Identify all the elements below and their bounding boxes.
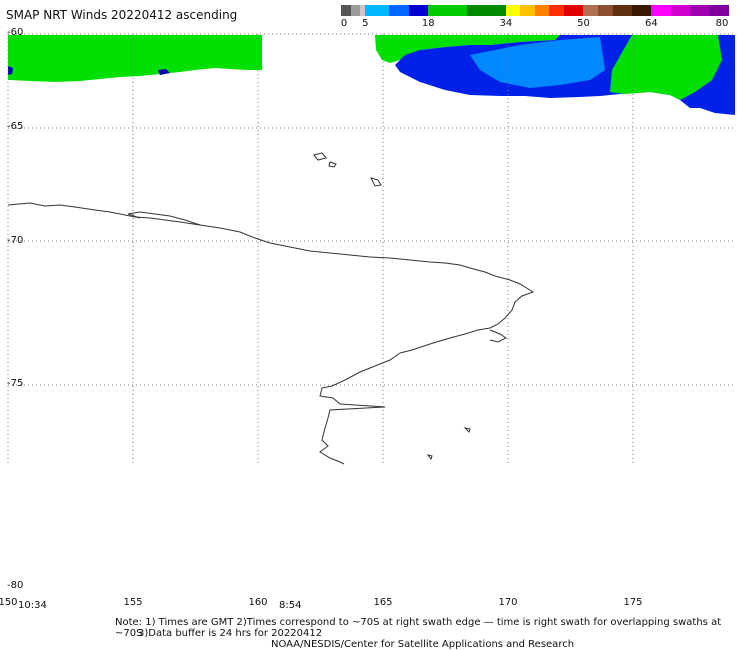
lon-label-155: 155 bbox=[123, 597, 143, 608]
color-scale-segment bbox=[709, 5, 729, 16]
color-scale-tick-label: 34 bbox=[499, 18, 513, 29]
graticule bbox=[7, 33, 735, 465]
wind-swath-left-green bbox=[8, 35, 262, 82]
coastline bbox=[7, 202, 535, 465]
lat-label-75: -75 bbox=[7, 378, 24, 389]
color-scale-segment bbox=[360, 5, 366, 16]
color-scale-segment bbox=[597, 5, 613, 16]
color-scale-segment bbox=[428, 5, 468, 16]
color-scale-segment bbox=[631, 5, 652, 16]
lon-label-160: 160 bbox=[248, 597, 268, 608]
lon-label-165: 165 bbox=[373, 597, 393, 608]
color-scale-segment bbox=[408, 5, 429, 16]
color-scale-segment bbox=[341, 5, 351, 16]
wind-swaths bbox=[8, 35, 735, 115]
time-label-2: 8:54 bbox=[279, 600, 302, 611]
note-line-1: Note: 1) Times are GMT 2)Times correspon… bbox=[115, 617, 722, 639]
lat-label-70: -70 bbox=[7, 235, 24, 246]
lon-label-170: 170 bbox=[498, 597, 518, 608]
coast-inlet bbox=[127, 211, 201, 226]
color-scale-segment bbox=[670, 5, 691, 16]
map-title: SMAP NRT Winds 20220412 ascending bbox=[6, 8, 238, 22]
island-3 bbox=[370, 177, 382, 187]
color-scale-tick-label: 0 bbox=[340, 18, 348, 29]
color-scale-segment bbox=[389, 5, 409, 16]
lon-label-175: 175 bbox=[623, 597, 643, 608]
lon-label-150: 150 bbox=[0, 597, 18, 608]
note-line-2: 3)Data buffer is 24 hrs for 20220412 bbox=[138, 628, 323, 639]
color-scale-segment bbox=[534, 5, 550, 16]
color-scale-segment bbox=[505, 5, 521, 16]
lat-label-80: -80 bbox=[7, 580, 24, 591]
lat-label-65: -65 bbox=[7, 121, 24, 132]
wind-speed-color-scale bbox=[341, 5, 729, 16]
wind-swath-right-green-2 bbox=[610, 35, 722, 100]
color-scale-segment bbox=[549, 5, 565, 16]
color-scale-tick-label: 5 bbox=[362, 18, 369, 29]
island-1 bbox=[313, 152, 327, 161]
color-scale-segment bbox=[612, 5, 632, 16]
wind-swath-right-green-1 bbox=[375, 35, 560, 63]
islands bbox=[313, 152, 471, 461]
coast-bay bbox=[489, 329, 507, 343]
wind-swath-left-navy-2 bbox=[158, 69, 170, 75]
island-4 bbox=[463, 427, 471, 433]
island-5 bbox=[426, 454, 433, 461]
color-scale-tick-label: 80 bbox=[715, 18, 729, 29]
note-line-3: NOAA/NESDIS/Center for Satellite Applica… bbox=[271, 639, 575, 650]
color-scale-segment bbox=[467, 5, 506, 16]
color-scale-segment bbox=[520, 5, 535, 16]
wind-swath-left-navy bbox=[8, 66, 13, 75]
color-scale-segment bbox=[583, 5, 598, 16]
island-2 bbox=[328, 161, 337, 168]
wind-swath-right-lightblue bbox=[470, 37, 605, 88]
color-scale-segment bbox=[690, 5, 710, 16]
coast-south bbox=[319, 352, 401, 465]
color-scale-tick-label: 18 bbox=[421, 18, 435, 29]
color-scale-segment bbox=[350, 5, 361, 16]
coast-main bbox=[7, 202, 535, 354]
color-scale-tick-label: 50 bbox=[577, 18, 590, 29]
color-scale-segment bbox=[651, 5, 671, 16]
time-label-1: 10:34 bbox=[18, 600, 47, 611]
lat-label-60: -60 bbox=[7, 27, 24, 38]
color-scale-segment bbox=[365, 5, 390, 16]
color-scale-tick-label: 64 bbox=[645, 18, 658, 29]
color-scale-segment bbox=[564, 5, 584, 16]
color-scale-labels: 0 5 18 34 50 64 80 bbox=[0, 18, 740, 32]
